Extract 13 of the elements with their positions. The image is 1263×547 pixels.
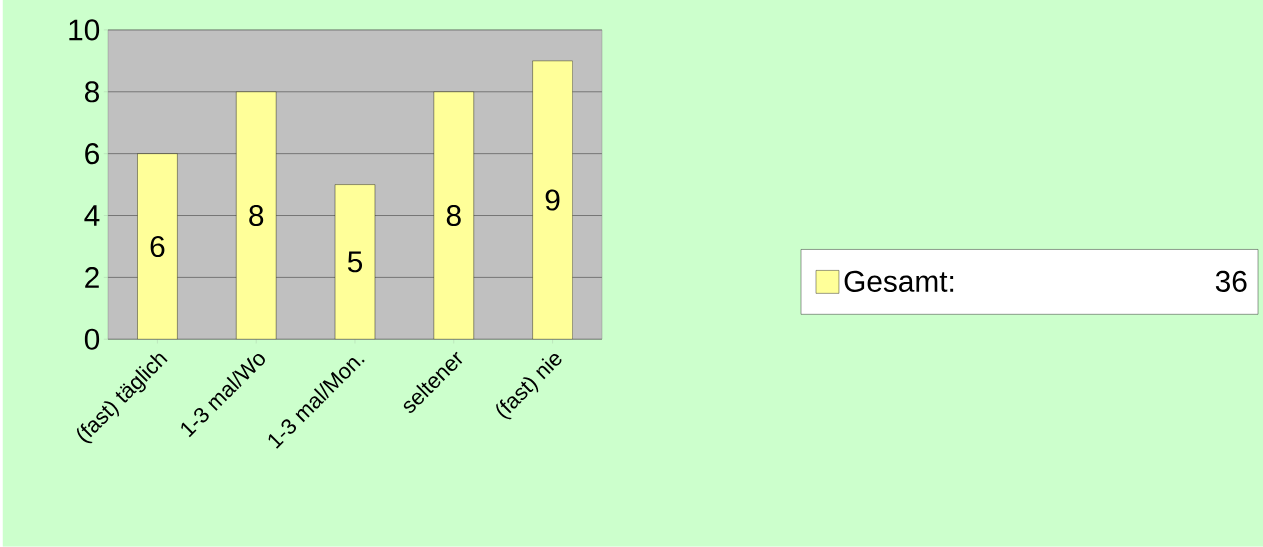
y-tick-label: 0: [84, 328, 100, 350]
data-label: 5: [347, 251, 363, 273]
text: 36: [1215, 270, 1247, 293]
y-tick-label: 4: [84, 205, 100, 226]
data-label: 6: [150, 235, 165, 258]
data-label: 8: [249, 205, 264, 227]
y-tick-label: 2: [85, 267, 99, 288]
y-tick-label: 6: [85, 143, 99, 165]
legend-label: Gesamt:: [844, 270, 954, 293]
y-tick-label: 10: [69, 19, 100, 41]
data-label: 9: [545, 189, 560, 211]
data-label: 8: [446, 205, 461, 227]
y-tick-label: 8: [84, 81, 99, 103]
